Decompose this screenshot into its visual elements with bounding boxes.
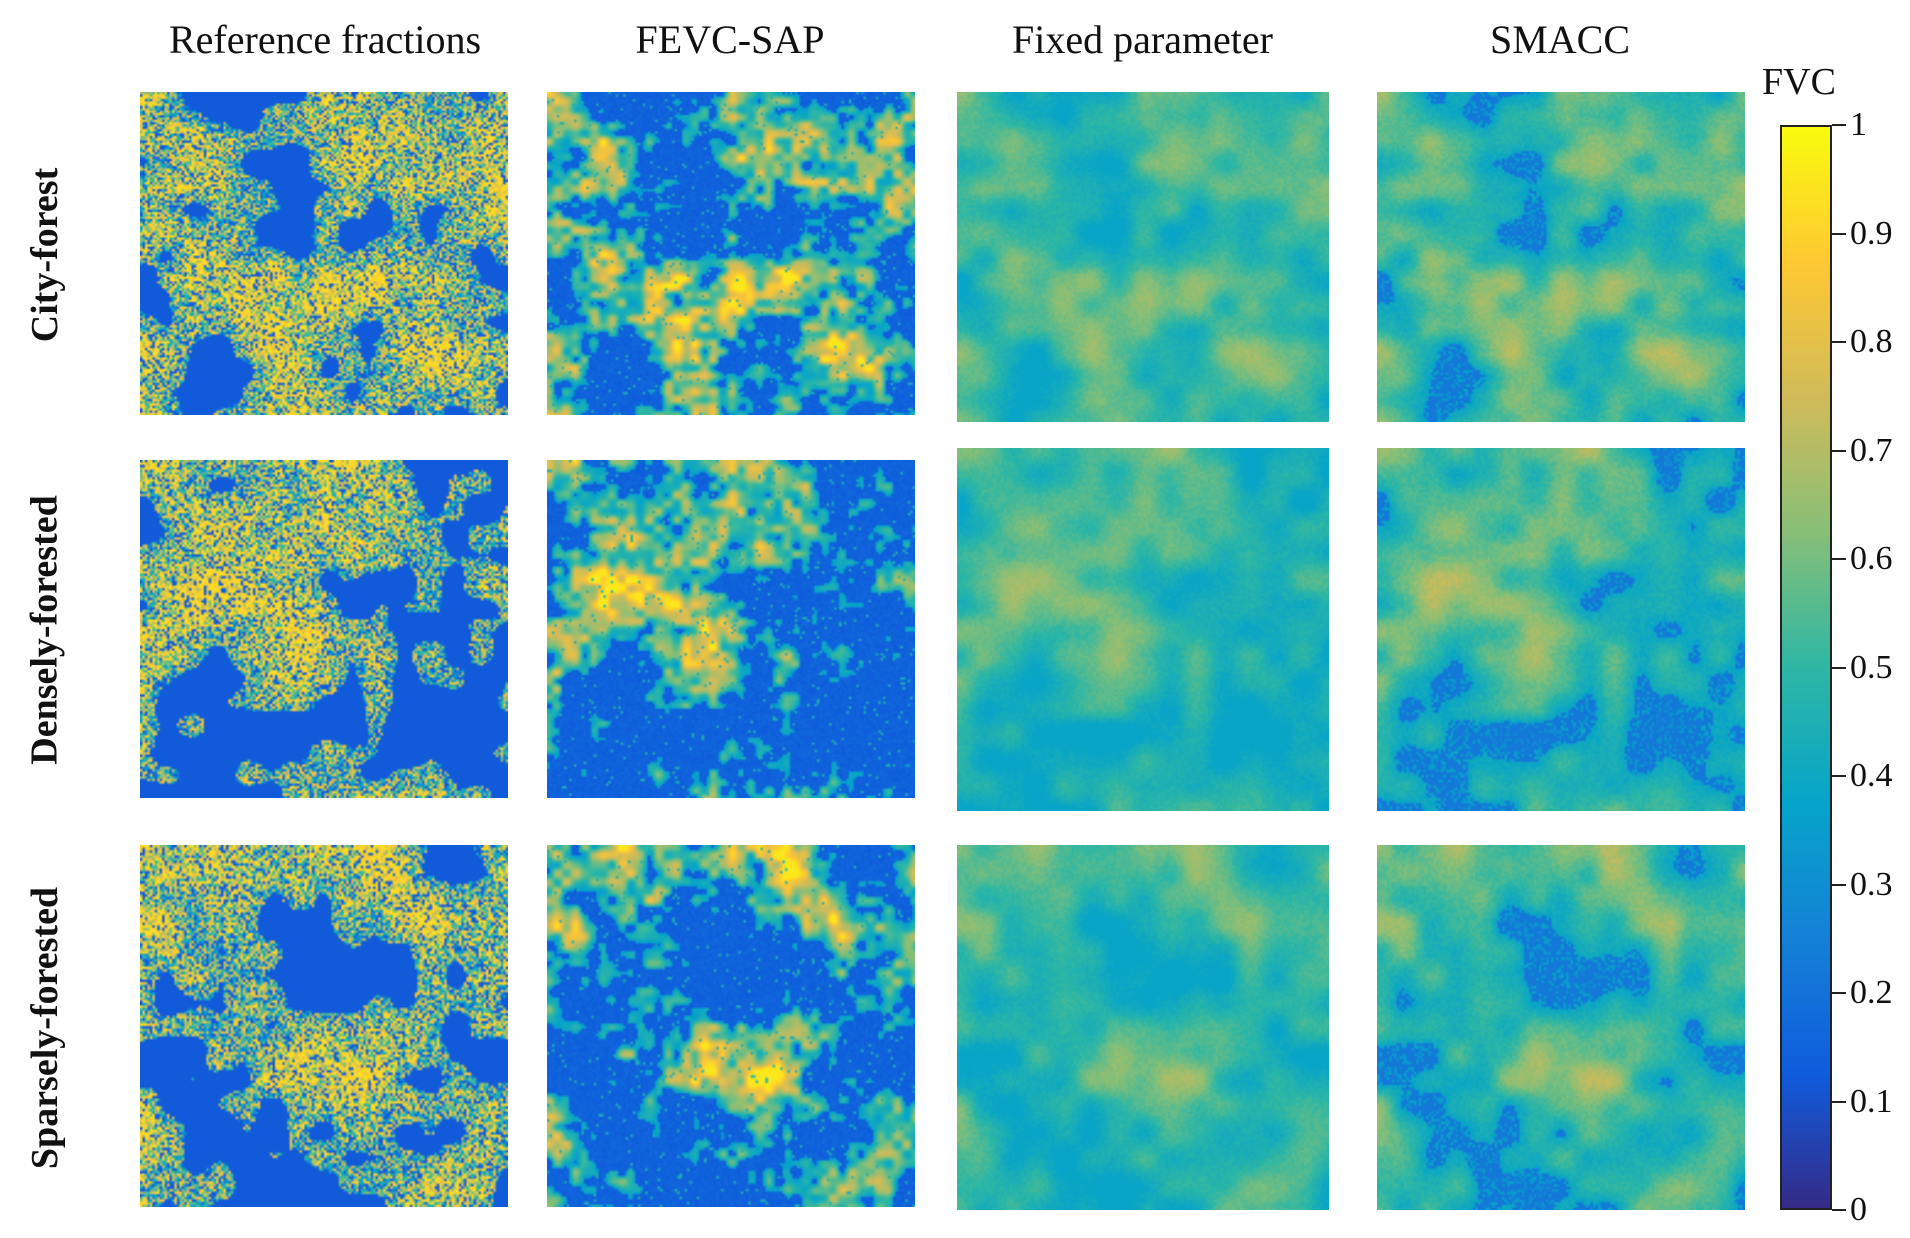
colorbar-tick-label: 0 <box>1850 1191 1867 1228</box>
colorbar-tick-label: 0.9 <box>1850 214 1893 252</box>
colorbar-tick <box>1832 1209 1846 1211</box>
colorbar-tick-label: 0.6 <box>1850 540 1893 577</box>
row-label-sparsely-forested: Sparsely-forested <box>0 845 90 1210</box>
map-city-forest-smacc <box>1377 92 1745 422</box>
colorbar-tick <box>1832 558 1846 560</box>
colorbar-tick <box>1832 341 1846 343</box>
map-city-forest-reference <box>140 92 508 415</box>
map-densely-forested-fixed-parameter <box>957 448 1329 811</box>
colorbar-tick-label: 0.4 <box>1850 757 1893 794</box>
colorbar-tick-label: 0.7 <box>1850 431 1893 469</box>
colorbar-tick-label: 0.8 <box>1850 323 1893 360</box>
colorbar-tick <box>1832 1100 1846 1103</box>
column-title-smacc: SMACC <box>1489 17 1631 62</box>
map-sparsely-forested-smacc <box>1377 845 1745 1210</box>
map-city-forest-fevc-sap <box>547 92 915 415</box>
colorbar-tick <box>1832 449 1846 452</box>
colorbar-tick <box>1832 666 1846 669</box>
colorbar-tick <box>1832 232 1846 235</box>
row-label-city-forest: City-forest <box>0 90 90 420</box>
colorbar-tick <box>1832 992 1846 994</box>
colorbar-tick <box>1832 883 1846 886</box>
row-label-densely-forested: Densely-forested <box>0 455 90 805</box>
map-densely-forested-smacc <box>1377 448 1745 811</box>
colorbar-title: FVC <box>1762 61 1836 103</box>
map-densely-forested-reference <box>140 460 508 798</box>
map-densely-forested-fevc-sap <box>547 460 915 798</box>
map-sparsely-forested-fevc-sap <box>547 845 915 1207</box>
column-title-fevc-sap: FEVC-SAP <box>635 17 825 62</box>
map-sparsely-forested-reference <box>140 845 508 1207</box>
colorbar-tick-label: 0.5 <box>1850 648 1893 686</box>
map-city-forest-fixed-parameter <box>957 92 1329 422</box>
colorbar-tick <box>1832 124 1846 126</box>
row-label-densely-forested-text: Densely-forested <box>24 495 67 765</box>
colorbar-tick-label: 0.1 <box>1850 1082 1893 1120</box>
map-sparsely-forested-fixed-parameter <box>957 845 1329 1210</box>
colorbar-tick-label: 1 <box>1850 106 1867 143</box>
colorbar-tick-label: 0.2 <box>1850 974 1893 1011</box>
column-title-reference: Reference fractions <box>168 17 482 62</box>
colorbar-tick-label: 0.3 <box>1850 865 1893 903</box>
colorbar <box>1780 125 1832 1210</box>
row-label-city-forest-text: City-forest <box>24 167 67 343</box>
column-title-fixed-parameter: Fixed parameter <box>1012 17 1273 62</box>
colorbar-tick <box>1832 775 1846 777</box>
row-label-sparsely-forested-text: Sparsely-forested <box>24 886 66 1169</box>
